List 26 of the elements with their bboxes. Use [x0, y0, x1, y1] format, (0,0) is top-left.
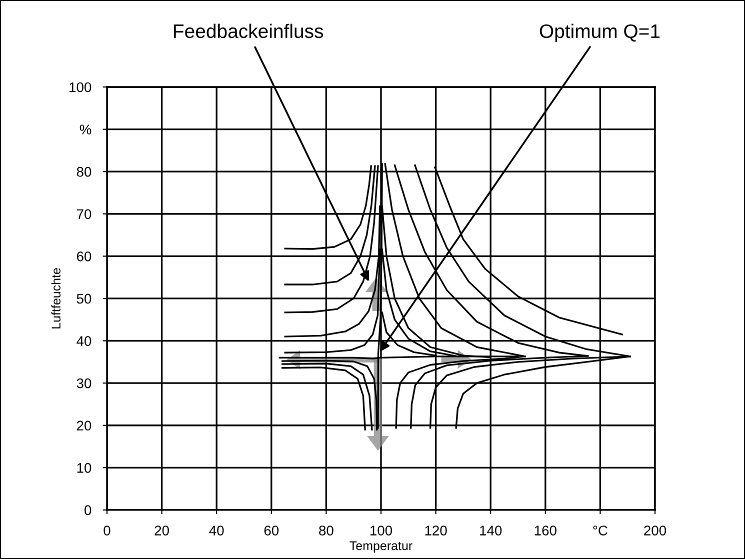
x-tick-label: 0 [104, 526, 110, 536]
x-tick-label: 20 [154, 526, 169, 536]
x-tick-label: 120 [425, 526, 447, 536]
y-tick-label: 20 [76, 420, 92, 431]
y-tick-label: 40 [76, 336, 92, 346]
x-axis-title: Temperatur [350, 541, 412, 553]
x-tick-label: 40 [209, 526, 224, 536]
y-tick-label: 10 [77, 463, 92, 473]
x-tick-label: 60 [264, 526, 279, 536]
y-tick-label: 50 [76, 294, 92, 304]
x-tick-label: 140 [480, 526, 502, 536]
x-tick-label: 80 [319, 526, 334, 536]
y-axis-title: Luftfeuchte [51, 268, 61, 328]
y-tick-label: 100 [70, 82, 92, 92]
x-tick-label: 100 [370, 526, 392, 536]
x-tick-label: 200 [644, 526, 666, 536]
y-tick-label: 30 [76, 378, 92, 388]
annotation: Optimum Q=1 [540, 24, 660, 42]
annotation: Feedbackeinfluss [174, 24, 324, 38]
y-tick-label: 70 [76, 209, 92, 220]
x-tick-label: 160 [534, 526, 556, 536]
y-tick-label: 0 [84, 505, 92, 516]
y-tick-label: 60 [76, 252, 92, 262]
y-tick-label: 80 [76, 166, 92, 177]
x-tick-label: °C [593, 526, 608, 536]
y-tick-label: % [80, 124, 92, 134]
